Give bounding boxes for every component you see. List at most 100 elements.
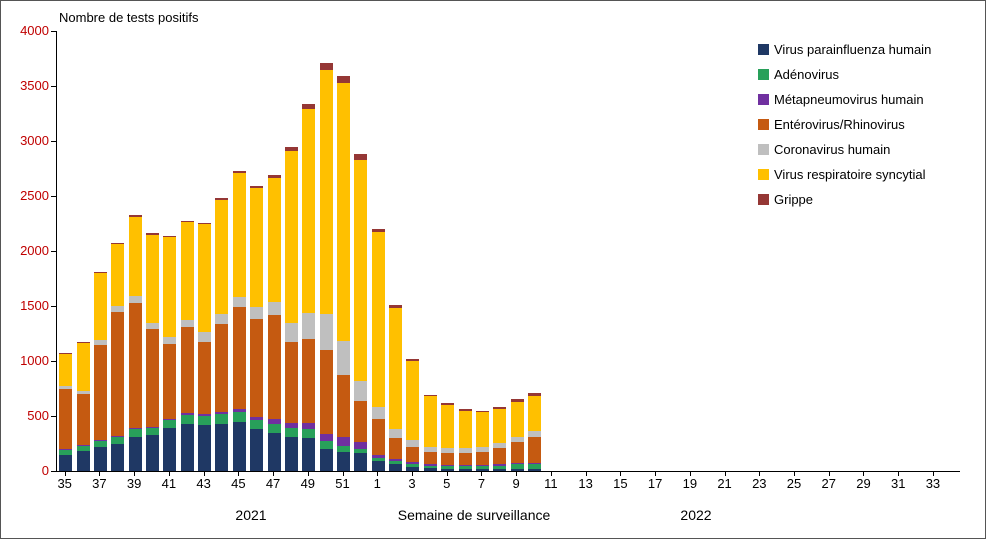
bar-segment (371, 419, 385, 455)
bar-segment (232, 170, 246, 173)
bar-segment (180, 413, 194, 415)
x-axis-label: 1 (373, 476, 381, 491)
x-axis-label: 43 (196, 476, 211, 491)
bar-segment (475, 451, 489, 465)
x-axis-tick (655, 472, 657, 476)
bar-segment (180, 319, 194, 328)
bar-segment (146, 322, 159, 330)
bar-segment (232, 172, 246, 298)
x-axis-tick (411, 472, 413, 476)
bar-segment (493, 408, 507, 443)
y-axis-tick (51, 306, 56, 307)
bar-segment (371, 232, 385, 408)
x-axis-label: 3 (408, 476, 416, 491)
bar-segment (250, 188, 264, 308)
bar-segment (371, 457, 385, 462)
bar-segment (198, 416, 212, 425)
bar-segment (250, 420, 264, 430)
legend-label: Adénovirus (774, 67, 840, 82)
x-axis-label: 25 (786, 476, 802, 491)
bar-segment (302, 109, 316, 313)
y-axis-tick (51, 86, 56, 87)
bar-segment (441, 452, 455, 465)
x-axis-label: 37 (92, 476, 107, 491)
y-axis-label: 0 (41, 463, 49, 478)
bar-segment (198, 331, 212, 342)
bar-segment (267, 175, 281, 179)
bar-segment (163, 418, 177, 421)
bar-segment (198, 222, 212, 225)
bar-segment (510, 401, 524, 437)
bar-segment (111, 443, 125, 471)
bar-segment (146, 434, 159, 471)
bar-segment (111, 435, 125, 437)
x-axis-tick (932, 472, 934, 476)
bar-segment (493, 447, 507, 465)
y-axis-tick (51, 416, 56, 417)
bar-segment (215, 200, 229, 314)
bar-segment (493, 406, 507, 409)
x-axis-tick (168, 472, 170, 476)
x-axis-tick (724, 472, 726, 476)
bar-segment (76, 444, 90, 446)
legend-label: Virus parainfluenza humain (774, 42, 932, 57)
bar-segment (337, 341, 351, 376)
x-axis-tick (203, 472, 205, 476)
bar-segment (163, 343, 177, 419)
bar-segment (389, 304, 403, 309)
bar-segment (389, 458, 403, 462)
x-axis-tick (828, 472, 830, 476)
legend-swatch (758, 94, 769, 105)
legend-label: Coronavirus humain (774, 142, 891, 157)
bar-segment (232, 411, 246, 422)
bar-segment (59, 454, 73, 471)
x-axis-tick (689, 472, 691, 476)
bar-segment (475, 447, 489, 452)
legend-swatch (758, 194, 769, 205)
bar-segment (180, 220, 194, 222)
bar-segment (528, 437, 542, 463)
bar-segment (163, 420, 177, 429)
bar-segment (475, 412, 489, 448)
bar-segment (458, 448, 472, 453)
bar-segment (128, 428, 142, 430)
x-axis-tick (863, 472, 865, 476)
legend-swatch (758, 119, 769, 130)
bar-segment (354, 380, 368, 401)
bar-segment (284, 150, 298, 323)
bar-segment (493, 469, 507, 471)
x-axis-label: 45 (231, 476, 246, 491)
x-axis-tick (759, 472, 761, 476)
bar-segment (146, 428, 159, 435)
legend-label: Grippe (774, 192, 814, 207)
bar-segment (423, 396, 437, 447)
x-axis-tick (550, 472, 552, 476)
bar-segment (250, 417, 264, 421)
y-axis-label: 1500 (20, 298, 49, 313)
bar-segment (111, 243, 125, 245)
x-axis-label: 31 (890, 476, 906, 491)
y-axis-tick (51, 31, 56, 32)
y-axis-label: 4000 (20, 23, 49, 38)
x-axis-label: 11 (544, 476, 558, 491)
bar-segment (337, 375, 351, 437)
y-axis-tick (51, 141, 56, 142)
bar-segment (198, 224, 212, 332)
bar-segment (198, 414, 212, 416)
chart-title: Nombre de tests positifs (59, 10, 199, 25)
bar-segment (215, 411, 229, 414)
x-axis-label: 51 (335, 476, 350, 491)
bar-segment (389, 464, 403, 471)
year-label-2021: 2021 (235, 507, 267, 523)
bar-segment (319, 62, 333, 70)
bar-segment (267, 423, 281, 433)
y-axis-tick (51, 471, 56, 472)
legend: Virus parainfluenza humain Adénovirus Méta… (758, 37, 931, 212)
bar-segment (76, 445, 90, 452)
bar-segment (337, 82, 351, 342)
bar-segment (232, 307, 246, 410)
bar-segment (302, 429, 316, 438)
y-axis-label: 2000 (20, 243, 49, 258)
bar-segment (493, 464, 507, 466)
